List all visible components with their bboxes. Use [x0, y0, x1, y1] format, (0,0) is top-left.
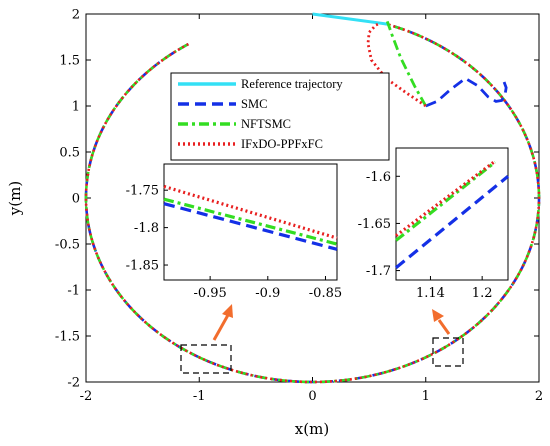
y-tick-label: -1 [67, 284, 80, 299]
series-reference-trajectory [312, 12, 388, 26]
legend-label-smc: SMC [241, 97, 267, 111]
main-y-ticks: -2 -1.5 -1 -0.5 0 0.5 1 1.5 2 [55, 8, 539, 391]
series-nftsmc [385, 20, 427, 107]
inset-left-y-tick-label: -1.85 [126, 259, 159, 274]
inset-right-y-ticks: -1.6 -1.65 -1.7 [358, 170, 400, 279]
inset-right-x-ticks: 1.14 1.2 [416, 276, 493, 301]
y-tick-label: 0.5 [59, 146, 80, 161]
main-x-ticks: -2 -1 0 1 2 [80, 14, 543, 404]
zoom-box-left [180, 344, 232, 374]
zoom-arrow-left [212, 304, 233, 341]
y-tick-label: 1.5 [59, 54, 80, 69]
legend-label-ifxdo: IFxDO-PPFxFC [241, 137, 323, 151]
inset-left-x-tick-label: -0.85 [309, 286, 342, 301]
legend-box [170, 72, 390, 161]
x-tick-label: 0 [308, 389, 316, 404]
inset-left-x-tick-label: -0.95 [193, 286, 226, 301]
inset-left-line-smc [163, 202, 338, 251]
x-tick-label: 2 [535, 389, 543, 404]
x-tick-label: -1 [193, 389, 206, 404]
circle-ifxdo [84, 22, 541, 384]
y-tick-label: 0 [72, 192, 80, 207]
inset-left-y-tick-label: -1.75 [126, 184, 159, 199]
inset-right-line-smc [394, 175, 510, 269]
inset-right-y-tick-label: -1.65 [358, 217, 391, 232]
x-tick-label: -2 [80, 389, 93, 404]
inset-right-y-tick-label: -1.6 [366, 170, 391, 185]
inset-right-line-nftsmc [395, 160, 497, 242]
y-axis-label: y(m) [6, 181, 24, 216]
inset-right-x-tick-label: 1.14 [416, 286, 445, 301]
inset-right-lines [394, 159, 510, 269]
inset-left-line-nftsmc [163, 197, 338, 246]
inset-left-y-tick-label: -1.8 [134, 221, 159, 236]
inset-left: -0.95 -0.9 -0.85 -1.75 -1.8 -1.85 [126, 163, 342, 301]
legend: Reference trajectory SMC NFTSMC IFxDO-PP… [170, 72, 390, 161]
y-tick-label: -0.5 [55, 238, 80, 253]
inset-right-x-tick-label: 1.2 [472, 286, 493, 301]
inset-right-y-tick-label: -1.7 [366, 264, 391, 279]
legend-label-nftsmc: NFTSMC [241, 117, 291, 131]
inset-left-lines [163, 184, 338, 251]
y-tick-label: -1.5 [55, 330, 80, 345]
y-tick-label: -2 [67, 376, 80, 391]
legend-label-reference: Reference trajectory [241, 77, 343, 91]
inset-right-area [395, 147, 509, 281]
transient-trajectories [312, 12, 508, 108]
series-smc [425, 76, 508, 108]
circular-trajectory [84, 22, 541, 384]
inset-left-y-ticks: -1.75 -1.8 -1.85 [126, 184, 168, 274]
inset-left-x-tick-label: -0.9 [255, 286, 280, 301]
zoom-arrow-right [432, 309, 451, 335]
inset-left-line-ifxdo-ppfxfc [163, 184, 338, 240]
x-axis-label: x(m) [295, 420, 329, 438]
y-tick-label: 2 [72, 8, 80, 23]
x-tick-label: 1 [422, 389, 430, 404]
series-ifxdo-ppfxfc [366, 21, 427, 108]
y-tick-label: 1 [72, 100, 80, 115]
inset-right: 1.14 1.2 -1.6 -1.65 -1.7 [358, 147, 510, 301]
inset-left-x-ticks: -0.95 -0.9 -0.85 [193, 276, 342, 301]
zoom-box-right [432, 337, 464, 367]
inset-right-line-ifxdo-ppfxfc [395, 159, 497, 237]
